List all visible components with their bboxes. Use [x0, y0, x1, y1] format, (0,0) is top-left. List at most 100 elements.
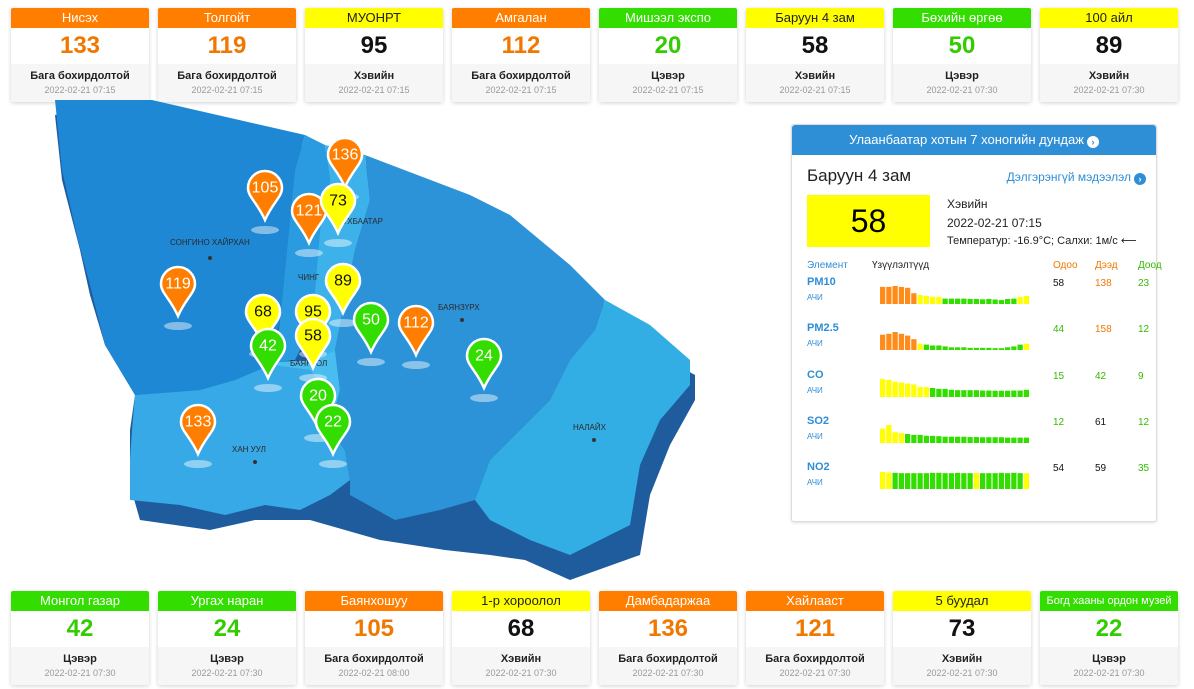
spark-bar — [967, 347, 973, 350]
aqi-map-marker[interactable]: 68 — [244, 293, 282, 358]
station-card[interactable]: 100 айл 89 Хэвийн 2022-02-21 07:30 — [1040, 8, 1178, 102]
station-time: 2022-02-21 08:00 — [338, 668, 410, 678]
spark-bar — [886, 472, 892, 489]
spark-bar — [892, 432, 898, 443]
spark-bar — [992, 437, 998, 443]
spark-bar — [923, 473, 929, 489]
spark-bar — [880, 428, 886, 443]
station-card[interactable]: 5 буудал 73 Хэвийн 2022-02-21 07:30 — [893, 591, 1031, 685]
aqi-map-marker[interactable]: 22 — [314, 403, 352, 468]
pollutant-low: 9 — [1138, 371, 1144, 382]
label-sukhbaatar: СҮХБААТАР — [337, 217, 383, 226]
spark-bar — [1023, 437, 1029, 443]
aqi-map-marker[interactable]: 133 — [179, 403, 217, 468]
station-category: Цэвэр — [63, 653, 97, 665]
pollutant-name[interactable]: PM2.5 — [807, 322, 839, 334]
station-aqi: 89 — [1095, 32, 1123, 59]
spark-bar — [967, 437, 973, 443]
district-bayangol[interactable] — [270, 350, 340, 420]
station-name: Мишээл экспо — [599, 8, 737, 28]
spark-bar — [886, 425, 892, 443]
aqi-map-marker[interactable]: 112 — [397, 304, 435, 369]
spark-bar — [917, 295, 923, 304]
aqi-map-marker[interactable]: 58 — [294, 317, 332, 382]
aqi-map-marker[interactable]: 119 — [159, 265, 197, 330]
spark-bar — [911, 339, 917, 350]
station-category: Хэвийн — [353, 70, 395, 82]
spark-bar — [980, 347, 986, 350]
spark-bar — [955, 390, 961, 397]
marker-aqi-label: 20 — [309, 388, 327, 405]
spark-bar — [886, 379, 892, 397]
station-card[interactable]: Дамбадаржаа 136 Бага бохирдолтой 2022-02-21… — [599, 591, 737, 685]
marker-aqi-label: 22 — [324, 414, 342, 431]
spark-bar — [1005, 298, 1011, 304]
spark-bar — [967, 473, 973, 489]
marker-aqi-label: 50 — [362, 312, 380, 329]
district-nalaikh[interactable] — [475, 300, 690, 555]
station-card[interactable]: Амгалан 112 Бага бохирдолтой 2022-02-21 07:… — [452, 8, 590, 102]
aqi-map-marker[interactable]: 105 — [246, 169, 284, 234]
pollutant-high: 59 — [1095, 463, 1107, 474]
spark-bar — [973, 472, 979, 489]
aqi-map-marker[interactable]: 42 — [249, 327, 287, 392]
station-card[interactable]: Баянхошуу 105 Бага бохирдолтой 2022-02-21 0… — [305, 591, 443, 685]
district-songinokhairkhan[interactable] — [55, 100, 305, 395]
station-card[interactable]: Богд хааны ордон музей 22 Цэвэр 2022-02-21 … — [1040, 591, 1178, 685]
pollutant-name[interactable]: PM10 — [807, 276, 836, 288]
spark-bar — [998, 472, 1004, 489]
spark-bar — [930, 296, 936, 304]
station-time: 2022-02-21 07:15 — [191, 85, 263, 95]
station-card[interactable]: Нисэх 133 Бага бохирдолтой 2022-02-21 07:15 — [11, 8, 149, 102]
aqi-map-marker[interactable]: 121 — [290, 192, 328, 257]
station-card[interactable]: Баруун 4 зам 58 Хэвийн 2022-02-21 07:15 — [746, 8, 884, 102]
pollutant-name[interactable]: CO — [807, 369, 824, 381]
pollutant-high: 138 — [1095, 278, 1112, 289]
aqi-map-marker[interactable]: 20 — [299, 377, 337, 442]
aqi-map-marker[interactable]: 24 — [465, 337, 503, 402]
station-card[interactable]: Монгол газар 42 Цэвэр 2022-02-21 07:30 — [11, 591, 149, 685]
pollutant-unit: АЧИ — [807, 478, 823, 487]
station-category: Хэвийн — [1088, 70, 1130, 82]
station-card[interactable]: МУОНРТ 95 Хэвийн 2022-02-21 07:15 — [305, 8, 443, 102]
district-bayanzurkh[interactable] — [330, 155, 605, 520]
pollutant-name[interactable]: SO2 — [807, 415, 830, 427]
spark-bar — [986, 298, 992, 304]
spark-bar — [955, 472, 961, 489]
label-bayangol: БАЯНГОЛ — [290, 359, 327, 368]
spark-bar — [930, 345, 936, 350]
station-card[interactable]: Бөхийн өргөө 50 Цэвэр 2022-02-21 07:30 — [893, 8, 1031, 102]
more-info-link[interactable]: Дэлгэрэнгүй мэдээлэл › — [1007, 170, 1146, 185]
pollutant-low: 23 — [1138, 278, 1150, 289]
station-category: Бага бохирдолтой — [324, 653, 424, 665]
pollutant-unit: АЧИ — [807, 386, 823, 395]
spark-bar — [1005, 390, 1011, 397]
aqi-map-marker[interactable]: 89 — [324, 262, 362, 327]
pollutant-unit: АЧИ — [807, 293, 823, 302]
pollutant-name[interactable]: NO2 — [807, 461, 830, 473]
station-time: 2022-02-21 07:15 — [338, 85, 410, 95]
spark-bar — [1011, 346, 1017, 350]
district-chingeltei[interactable] — [275, 135, 330, 362]
station-card[interactable]: Ургах наран 24 Цэвэр 2022-02-21 07:30 — [158, 591, 296, 685]
weekly-average-banner[interactable]: Улаанбаатар хотын 7 хоногийн дундаж › — [792, 125, 1156, 155]
station-card[interactable]: Толгойт 119 Бага бохирдолтой 2022-02-21 07:… — [158, 8, 296, 102]
district-khan-uul[interactable] — [130, 365, 350, 515]
aqi-map-marker[interactable]: 50 — [352, 301, 390, 366]
station-category: Цэвэр — [1092, 653, 1126, 665]
panel-aqi-category: Хэвийн — [947, 197, 988, 211]
spark-bar — [948, 298, 954, 304]
panel-aqi-time: 2022-02-21 07:15 — [947, 216, 1042, 230]
spark-bar — [961, 298, 967, 304]
aqi-map-marker[interactable]: 73 — [319, 182, 357, 247]
pollutant-now: 12 — [1053, 417, 1065, 428]
spark-bar — [948, 436, 954, 443]
spark-bar — [942, 473, 948, 489]
station-card[interactable]: Мишээл экспо 20 Цэвэр 2022-02-21 07:15 — [599, 8, 737, 102]
station-name: Хайлааст — [746, 591, 884, 611]
marker-aqi-label: 136 — [332, 147, 359, 164]
station-card[interactable]: Хайлааст 121 Бага бохирдолтой 2022-02-21 07… — [746, 591, 884, 685]
station-card[interactable]: 1-р хороолол 68 Хэвийн 2022-02-21 07:30 — [452, 591, 590, 685]
station-time: 2022-02-21 07:15 — [632, 85, 704, 95]
spark-bar — [911, 293, 917, 304]
